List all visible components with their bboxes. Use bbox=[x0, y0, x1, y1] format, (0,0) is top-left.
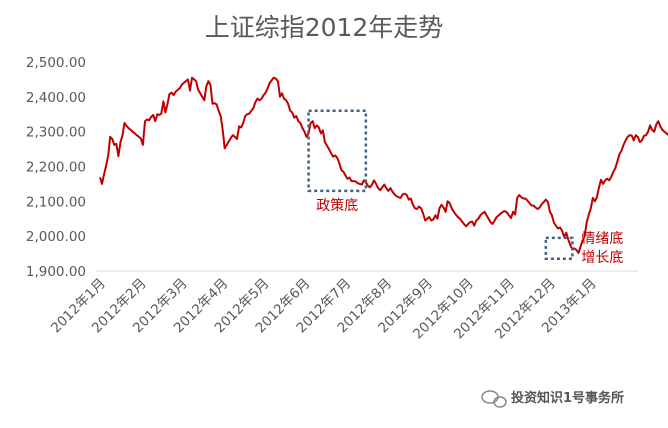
series-line-2 bbox=[630, 120, 668, 144]
policy-bottom-box bbox=[307, 109, 368, 193]
y-tick-label: 2,400.00 bbox=[26, 90, 86, 106]
y-tick-label: 1,900.00 bbox=[26, 264, 86, 280]
y-tick-label: 2,300.00 bbox=[26, 125, 86, 141]
watermark-text: 投资知识1号事务所 bbox=[511, 390, 624, 406]
y-tick-label: 2,000.00 bbox=[26, 229, 86, 245]
wechat-icon bbox=[481, 390, 499, 404]
series-lines bbox=[99, 76, 668, 254]
watermark: 投资知识1号事务所 bbox=[481, 390, 624, 408]
sentiment-growth-bottom-box bbox=[544, 236, 574, 261]
policy-bottom-label: 政策底 bbox=[316, 197, 358, 214]
chart-title: 上证综指2012年走势 bbox=[205, 13, 444, 42]
y-axis: 1,900.00 2,000.00 2,100.00 2,200.00 2,300.00… bbox=[26, 55, 86, 280]
growth-bottom-label: 增长底 bbox=[581, 250, 623, 266]
y-tick-label: 2,100.00 bbox=[26, 194, 86, 210]
series-line-1 bbox=[99, 76, 632, 254]
sentiment-bottom-label: 情绪底 bbox=[581, 231, 623, 247]
wechat-icon-bubble bbox=[493, 396, 507, 408]
x-axis: 2012年1月2012年2月2012年3月2012年4月2012年5月2012年… bbox=[48, 276, 600, 343]
y-tick-label: 2,500.00 bbox=[26, 55, 86, 71]
y-tick-label: 2,200.00 bbox=[26, 160, 86, 176]
